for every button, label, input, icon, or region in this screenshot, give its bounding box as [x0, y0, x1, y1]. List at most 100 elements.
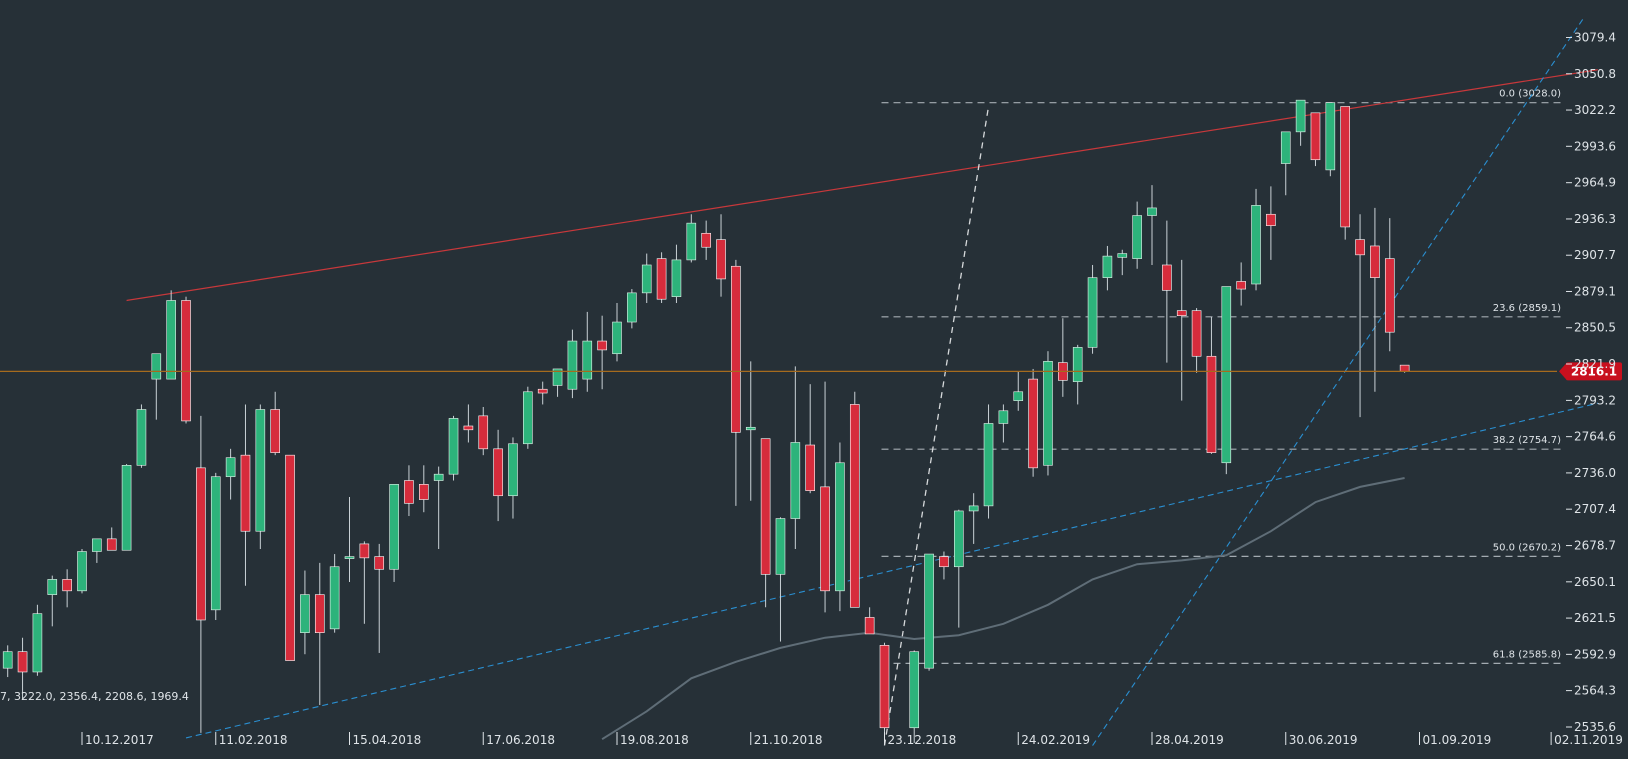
candle[interactable] [998, 404, 1009, 443]
candle[interactable] [1206, 316, 1217, 454]
candle[interactable] [1013, 371, 1024, 411]
candle[interactable] [166, 290, 176, 380]
candle[interactable] [954, 509, 964, 628]
candle[interactable] [983, 404, 994, 519]
candle[interactable] [1072, 344, 1083, 405]
candle[interactable] [1355, 214, 1365, 418]
candle[interactable] [552, 368, 563, 397]
candle[interactable] [731, 259, 741, 506]
candle[interactable] [924, 553, 934, 671]
candle[interactable] [671, 244, 682, 304]
candle[interactable] [1236, 262, 1246, 306]
candle[interactable] [300, 570, 310, 655]
candle[interactable] [196, 415, 206, 733]
candle[interactable] [864, 607, 875, 635]
candle[interactable] [270, 391, 280, 456]
candle[interactable] [121, 464, 132, 551]
candle[interactable] [790, 366, 801, 549]
candle[interactable] [62, 569, 72, 608]
candle[interactable] [745, 361, 756, 501]
candle[interactable] [582, 311, 593, 392]
candle[interactable] [1132, 201, 1142, 269]
candle-body [1251, 205, 1261, 285]
candle[interactable] [597, 315, 607, 390]
candle[interactable] [1176, 259, 1187, 401]
candle[interactable] [225, 448, 236, 500]
candle[interactable] [1295, 99, 1306, 146]
candle[interactable] [612, 303, 622, 362]
candle[interactable] [433, 466, 444, 549]
candle[interactable] [329, 554, 340, 633]
candle[interactable] [1191, 308, 1202, 373]
candle[interactable] [478, 406, 489, 456]
candle[interactable] [136, 404, 147, 468]
candle[interactable] [240, 404, 251, 586]
candle[interactable] [909, 650, 920, 743]
candle[interactable] [463, 404, 474, 443]
candle[interactable] [1280, 131, 1291, 196]
candle[interactable] [656, 252, 667, 304]
candle[interactable] [775, 517, 786, 642]
candle[interactable] [567, 329, 578, 399]
candle[interactable] [389, 484, 399, 582]
candle[interactable] [686, 214, 697, 263]
candle[interactable] [181, 296, 191, 424]
candle[interactable] [508, 437, 518, 519]
candle[interactable] [1251, 188, 1261, 291]
candle-body [225, 457, 236, 478]
candle[interactable] [1370, 207, 1380, 392]
candle[interactable] [1058, 318, 1068, 397]
candle[interactable] [760, 438, 771, 608]
candle[interactable] [968, 493, 979, 544]
candle[interactable] [716, 214, 726, 297]
candle[interactable] [448, 415, 459, 481]
candle[interactable] [2, 645, 13, 678]
candle[interactable] [1162, 220, 1172, 363]
candle[interactable] [210, 472, 221, 620]
candle[interactable] [493, 429, 503, 522]
candle[interactable] [1340, 106, 1350, 240]
candle[interactable] [1384, 218, 1395, 352]
candle[interactable] [1310, 112, 1321, 167]
candle[interactable] [314, 562, 325, 705]
candle[interactable] [151, 353, 162, 420]
candle[interactable] [537, 381, 548, 405]
candle[interactable] [1087, 264, 1098, 354]
candle[interactable] [1147, 185, 1157, 265]
candle[interactable] [77, 548, 87, 594]
y-tick-label: 2707.4 [1574, 502, 1616, 516]
candle[interactable] [627, 289, 637, 329]
candle[interactable] [1117, 249, 1128, 276]
candle[interactable] [106, 527, 117, 551]
candle[interactable] [641, 253, 652, 304]
candle[interactable] [359, 541, 370, 624]
candle[interactable] [419, 465, 429, 513]
candle[interactable] [939, 551, 949, 580]
candle[interactable] [523, 386, 533, 449]
candle[interactable] [285, 454, 295, 661]
candle[interactable] [820, 381, 830, 613]
candle[interactable] [32, 604, 43, 676]
candle[interactable] [1043, 351, 1053, 476]
candle[interactable] [849, 391, 860, 608]
candle[interactable] [47, 575, 58, 627]
candle[interactable] [879, 642, 890, 746]
candle[interactable] [92, 538, 102, 563]
candle[interactable] [701, 220, 711, 260]
candle[interactable] [1325, 102, 1336, 177]
candle[interactable] [344, 497, 355, 582]
candle[interactable] [1102, 245, 1113, 291]
candle[interactable] [17, 637, 28, 700]
candlesticks[interactable] [0, 99, 1410, 746]
candle[interactable] [1028, 368, 1038, 477]
candle[interactable] [404, 465, 414, 517]
candle[interactable] [374, 543, 385, 653]
candle[interactable] [1266, 186, 1276, 260]
candle-body [537, 388, 548, 394]
candle[interactable] [255, 404, 266, 549]
candle[interactable] [835, 442, 845, 612]
candle[interactable] [1221, 286, 1232, 475]
candle[interactable] [805, 384, 815, 494]
